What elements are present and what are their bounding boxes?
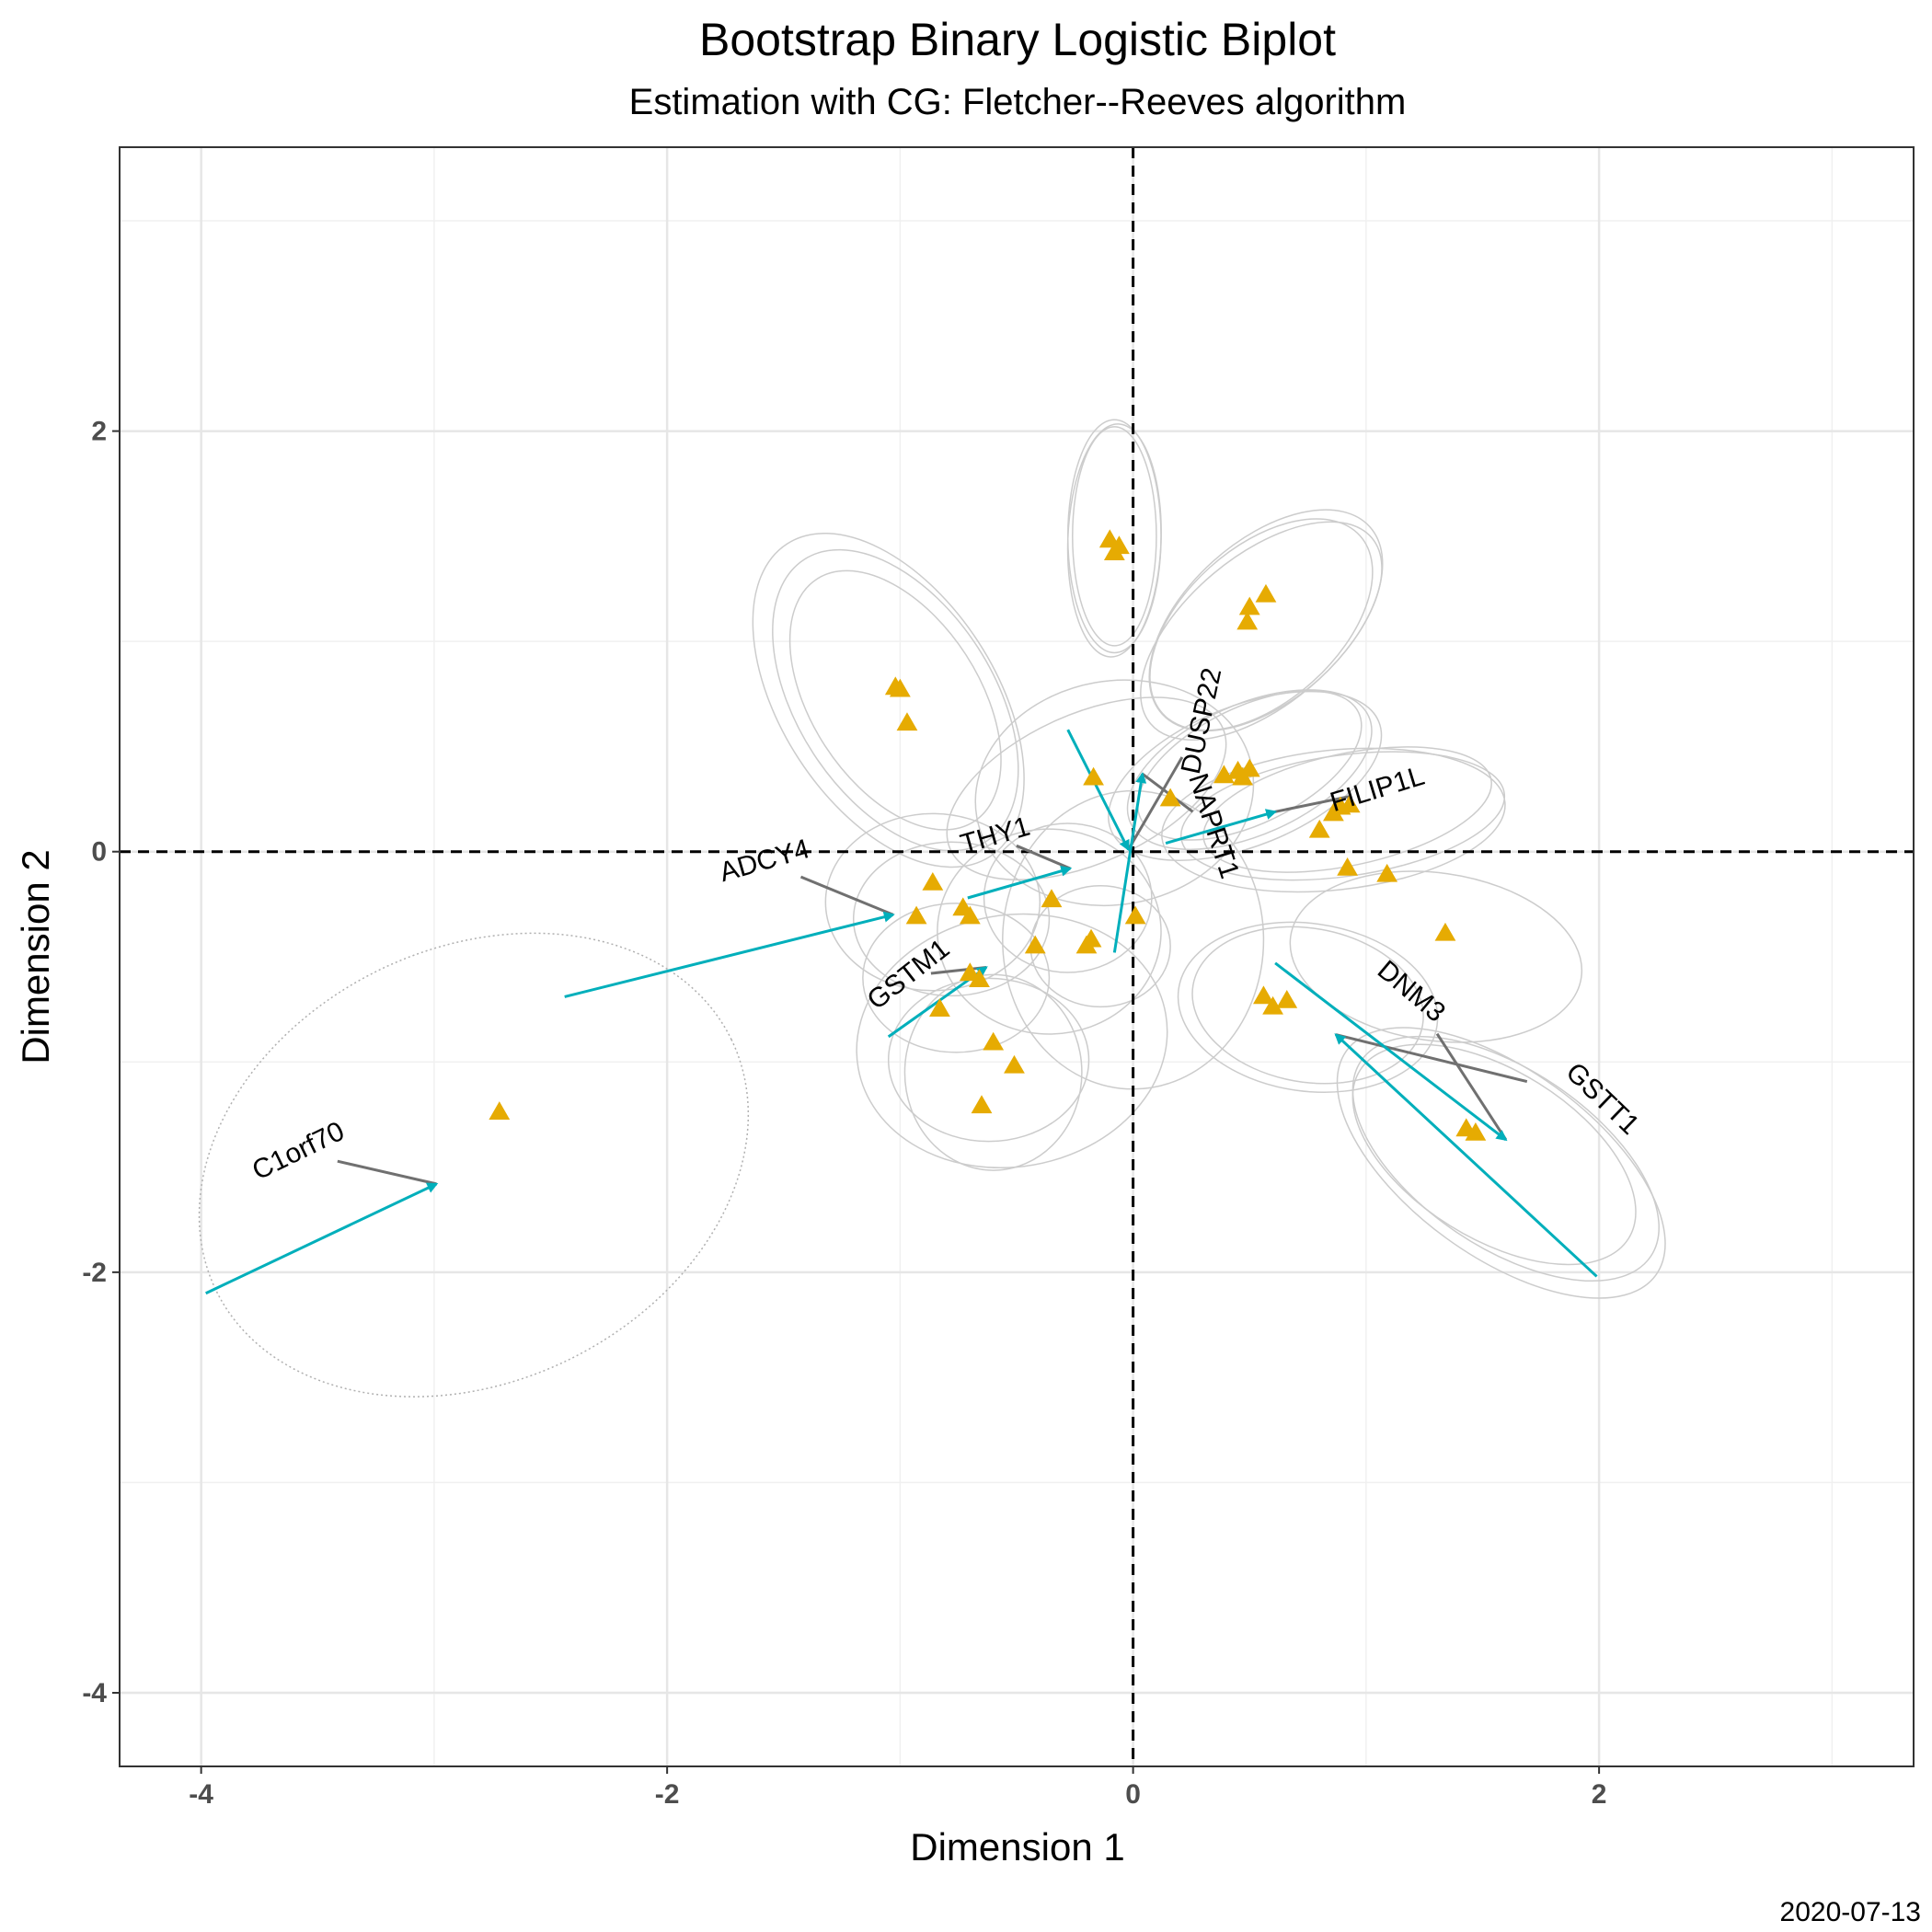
chart-subtitle: Estimation with CG: Fletcher--Reeves alg… <box>629 82 1407 122</box>
individual-point <box>896 712 918 731</box>
individual-point <box>1308 819 1330 838</box>
variable-label-connector <box>1016 844 1071 870</box>
individual-point <box>969 969 990 987</box>
y-axis-title: Dimension 2 <box>14 849 57 1064</box>
individual-point <box>1159 788 1181 807</box>
variable-arrow <box>564 911 895 998</box>
variable-arrows <box>205 729 1598 1295</box>
individual-point <box>1339 794 1361 813</box>
x-axis-title: Dimension 1 <box>910 1825 1124 1869</box>
individual-point <box>929 998 950 1017</box>
confidence-ellipse <box>788 569 1002 831</box>
variable-arrow <box>967 865 1073 900</box>
individual-point <box>1103 542 1125 560</box>
variable-arrow <box>1274 961 1508 1142</box>
x-tick-label: 2 <box>1592 1779 1607 1810</box>
variable-arrow <box>1066 729 1130 852</box>
x-tick-label: -4 <box>189 1779 213 1810</box>
individual-point <box>1465 1122 1487 1141</box>
confidence-ellipse <box>772 548 1019 852</box>
individual-point <box>971 1095 993 1114</box>
individual-point <box>1236 611 1259 630</box>
individual-point <box>983 1031 1005 1051</box>
confidence-ellipse <box>1066 423 1162 658</box>
reference-lines <box>120 147 1914 1766</box>
variable-label-connector <box>799 875 894 916</box>
individual-point <box>922 872 944 891</box>
variable-label-connector <box>337 1159 437 1186</box>
x-tick-label: -2 <box>655 1779 680 1810</box>
variable-arrow <box>1112 772 1147 953</box>
chart-caption: 2020-07-13 <box>1780 1897 1921 1927</box>
y-tick-label: -2 <box>82 1258 107 1288</box>
individual-point <box>1004 1054 1025 1074</box>
individual-point <box>959 905 981 925</box>
confidence-ellipse <box>1177 921 1439 1094</box>
x-axis-ticks: -4 -2 0 2 <box>189 1766 1606 1810</box>
individual-point <box>1376 863 1398 882</box>
individual-point <box>1024 935 1046 954</box>
variable-label-connector <box>1141 772 1194 813</box>
confidence-ellipse <box>862 903 1051 1053</box>
confidence-ellipse <box>946 696 1227 881</box>
confidence-ellipse <box>983 822 1153 973</box>
individual-point <box>489 1101 511 1120</box>
confidence-ellipse <box>1161 747 1506 893</box>
variable-arrow <box>205 1182 439 1295</box>
individual-points <box>489 529 1487 1141</box>
confidence-ellipse <box>937 828 1162 1035</box>
confidence-ellipse <box>1191 926 1424 1085</box>
variable-label-connector <box>1435 1032 1508 1141</box>
individual-point <box>1041 889 1063 908</box>
individual-point <box>1276 990 1298 1008</box>
chart-title: Bootstrap Binary Logistic Biplot <box>699 14 1336 65</box>
y-tick-label: 0 <box>91 837 107 868</box>
individual-point <box>1080 928 1102 948</box>
confidence-ellipse <box>1140 521 1383 741</box>
individual-point <box>1337 857 1359 876</box>
y-tick-label: 2 <box>91 417 107 447</box>
individual-point <box>1262 995 1283 1015</box>
individual-point <box>1255 583 1277 603</box>
confidence-ellipse <box>1351 1035 1660 1282</box>
variable-label-connector <box>1127 756 1184 851</box>
individual-point <box>1238 758 1260 777</box>
individual-point <box>1434 922 1456 941</box>
confidence-ellipse <box>198 932 750 1397</box>
x-tick-label: 0 <box>1125 1779 1141 1810</box>
confidence-ellipse <box>856 913 1168 1169</box>
variable-arrow <box>1334 1033 1598 1278</box>
confidence-ellipse <box>1336 1027 1666 1299</box>
variable-arrow <box>1165 809 1278 845</box>
individual-point <box>1253 985 1274 1005</box>
confidence-ellipse <box>852 841 1051 997</box>
confidence-ellipse <box>1072 426 1157 647</box>
plot-panel-border <box>119 146 1915 1767</box>
variable-label-connectors <box>337 756 1528 1186</box>
variable-label-connector <box>1335 1033 1528 1084</box>
y-tick-label: -4 <box>82 1678 107 1708</box>
individual-point <box>905 905 927 925</box>
confidence-ellipse <box>1149 518 1374 731</box>
confidence-ellipse <box>1351 1043 1637 1266</box>
individual-point <box>889 678 911 697</box>
y-axis-ticks: -4 -2 0 2 <box>82 417 120 1708</box>
individual-point <box>1238 596 1260 615</box>
confidence-ellipse <box>1289 870 1583 1043</box>
confidence-ellipse <box>752 533 1025 868</box>
confidence-ellipse <box>824 812 1041 992</box>
individual-point <box>1124 905 1146 925</box>
variable-label-connector <box>1274 795 1350 813</box>
individual-point <box>1083 766 1104 786</box>
